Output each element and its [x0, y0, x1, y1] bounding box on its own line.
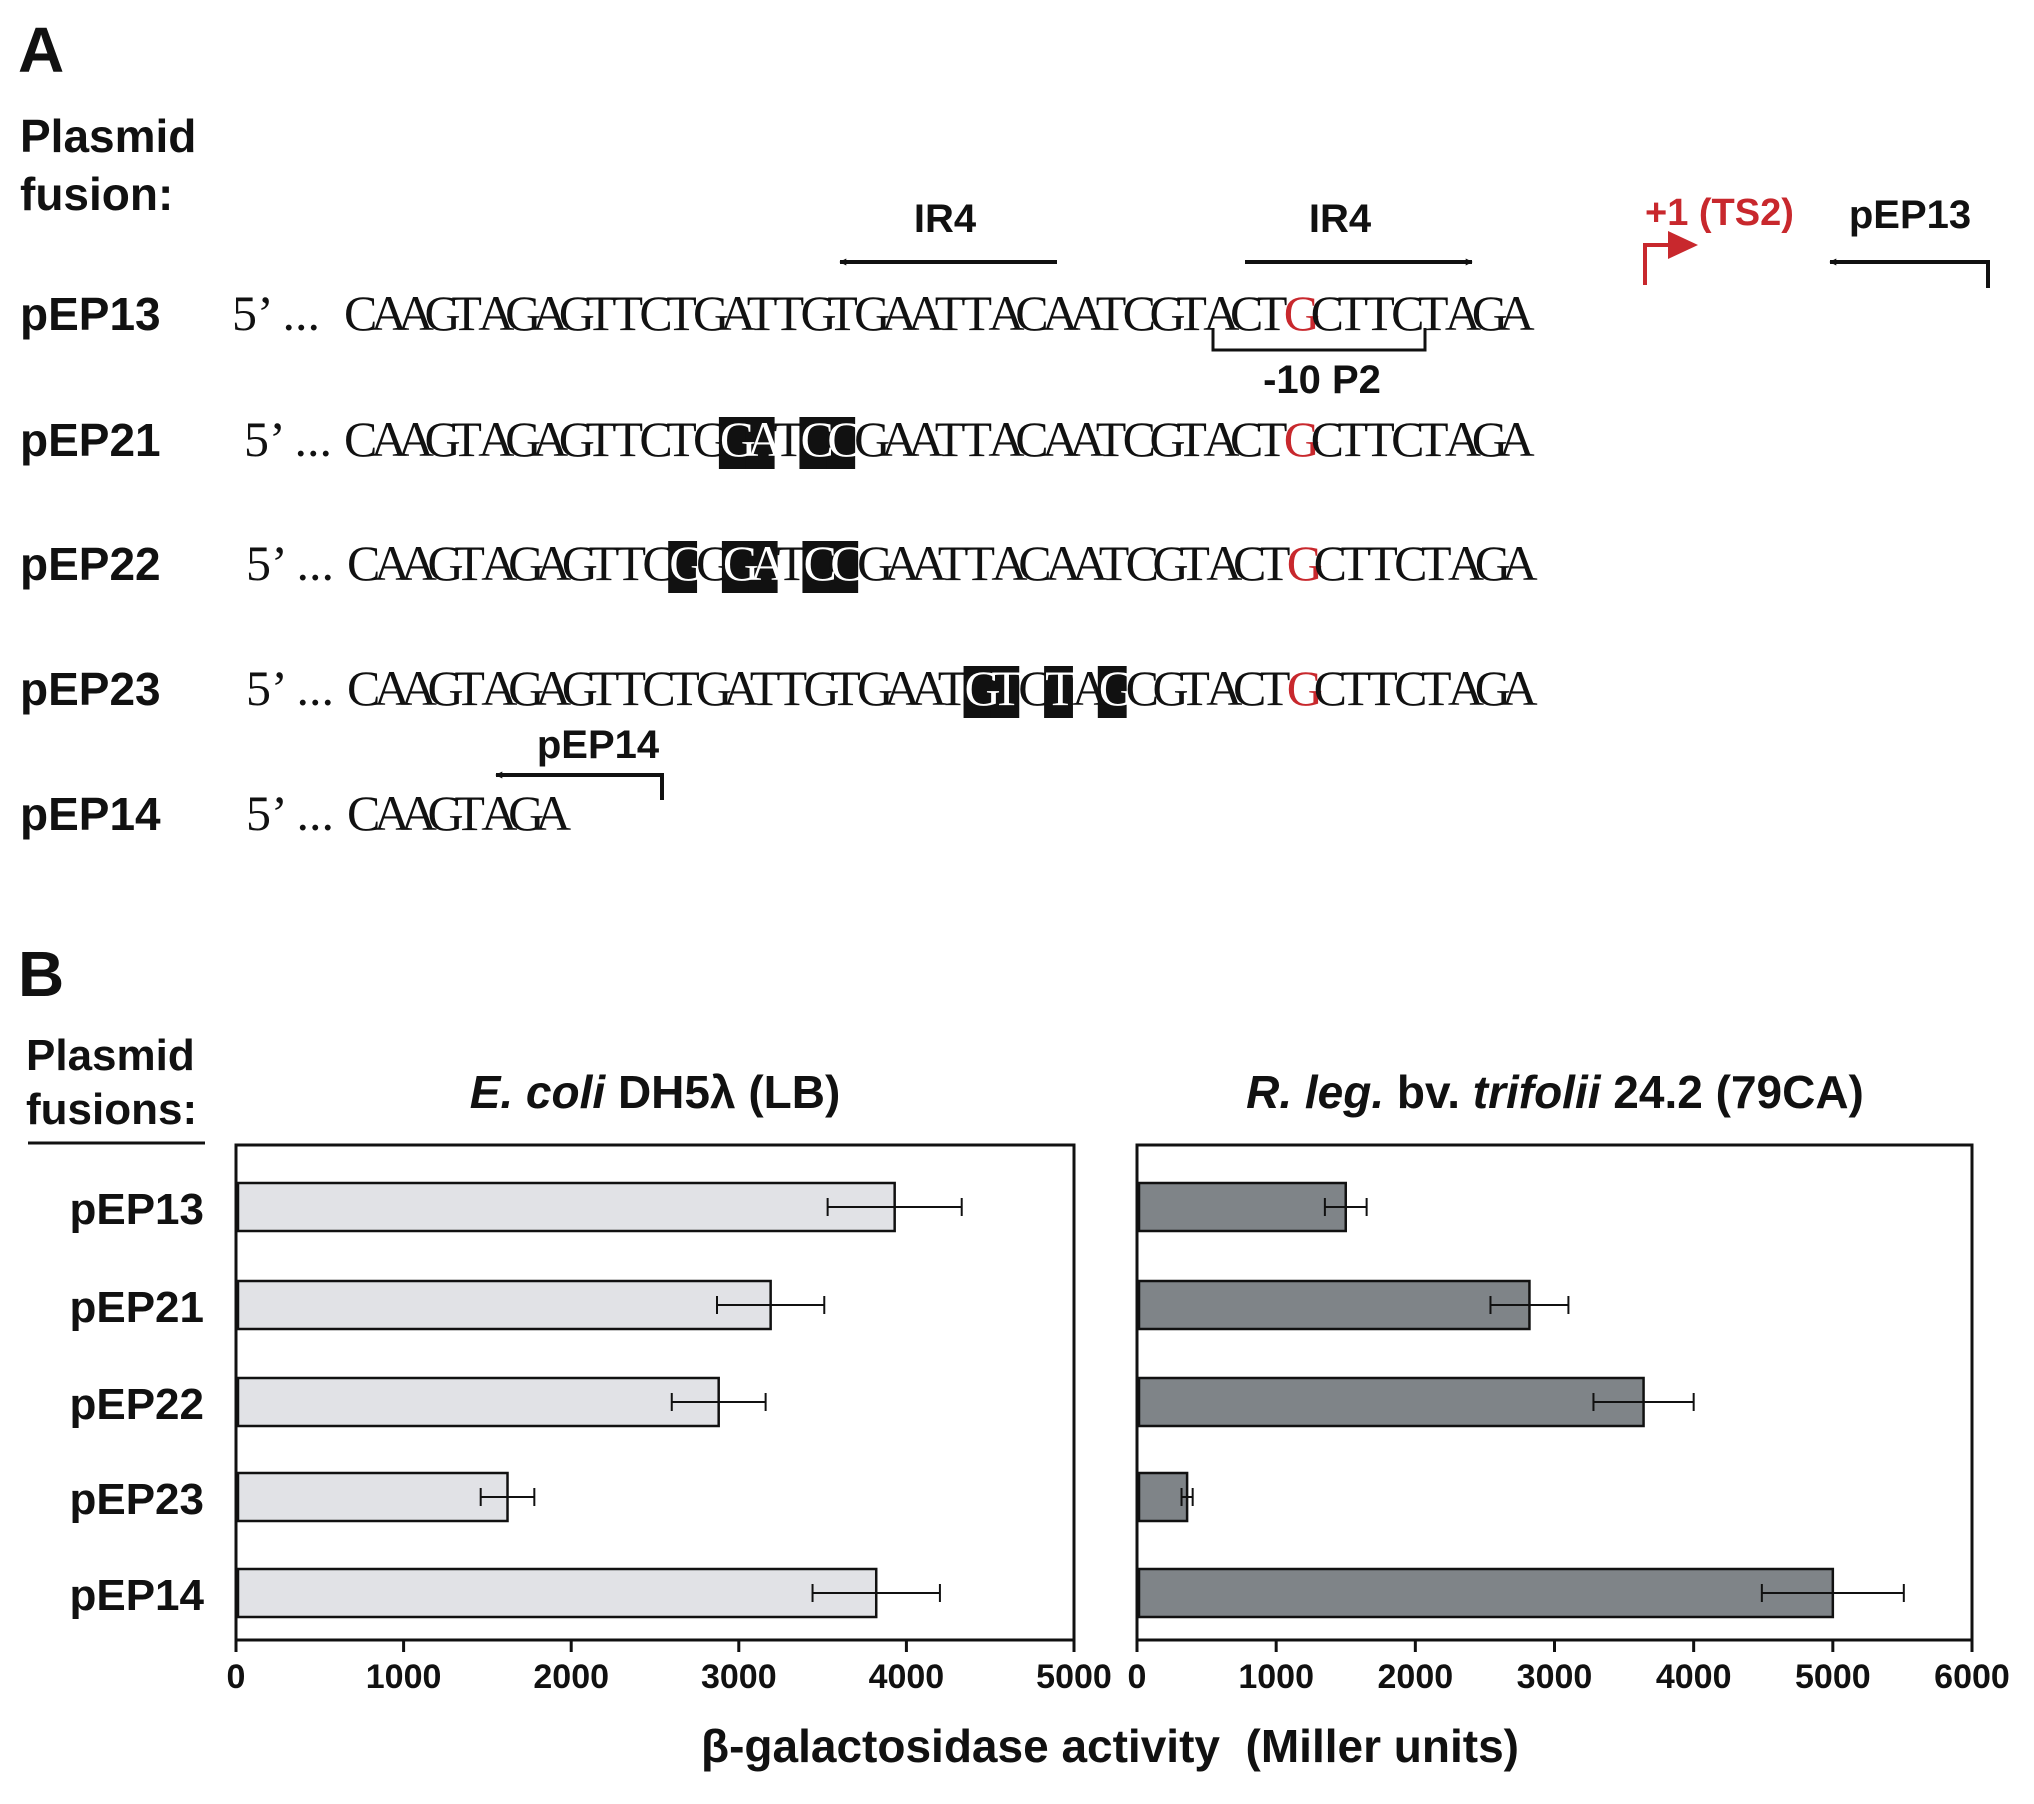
ecoli-chart: E. coli DH5λ (LB) pEP13 pEP21 pEP22 pEP23 pEP… — [69, 1066, 1111, 1696]
five-prime-pep14: 5’ ... — [246, 785, 334, 841]
ir4-right-label: IR4 — [1309, 197, 1372, 241]
x-tick-label: 0 — [227, 1658, 246, 1696]
row-label-pep21: pEP21 — [20, 414, 161, 466]
category-label: pEP22 — [69, 1380, 204, 1429]
x-tick-label: 5000 — [1036, 1658, 1112, 1696]
x-tick-label: 4000 — [1656, 1658, 1732, 1696]
category-label: pEP21 — [69, 1283, 204, 1332]
pep14-primer-arrow — [495, 771, 664, 800]
minus10-label: -10 P2 — [1263, 358, 1381, 402]
tss-arrow-icon — [1643, 243, 1672, 285]
row-label-pep13: pEP13 — [20, 288, 161, 340]
x-tick-label: 3000 — [701, 1658, 777, 1696]
panel-b-header-line1: Plasmid — [26, 1031, 195, 1080]
x-axis-label: β-galactosidase activity (Miller units) — [701, 1720, 1519, 1772]
category-label: pEP14 — [69, 1571, 204, 1620]
row-label-pep23: pEP23 — [20, 663, 161, 715]
category-label: pEP23 — [69, 1475, 204, 1524]
sequence-text: CAAGTAGA — [347, 785, 571, 841]
sequence-rows: CAAGTAGAGTTCTGATTGTGAATTACAATCGTACTGCTTC… — [344, 285, 1538, 841]
sequence-text: CAAGTAGAGTTCTGGATCCGAATTACAATCGTACTGCTTC… — [344, 411, 1535, 467]
five-prime-pep22: 5’ ... — [246, 535, 334, 591]
x-tick-label: 6000 — [1934, 1658, 2010, 1696]
x-tick-label: 0 — [1128, 1658, 1147, 1696]
sequence-row-pep23: CAAGTAGAGTTCTGATTGTGAATGTCTAGCGTACTGCTTC… — [347, 660, 1538, 718]
mutation-highlight — [748, 541, 778, 593]
ir4-left-label: IR4 — [914, 197, 977, 241]
mutation-highlight — [721, 541, 751, 593]
panel-b-label: B — [18, 938, 64, 1010]
x-tick-label: 1000 — [366, 1658, 442, 1696]
bar-pep22 — [236, 1376, 720, 1428]
sequence-text: CAAGTAGAGTTCTGATTGTGAATGTCTAGCGTACTGCTTC… — [347, 660, 1538, 716]
pep14-primer-label: pEP14 — [537, 723, 660, 767]
chart-title: R. leg. bv. trifolii 24.2 (79CA) — [1246, 1066, 1864, 1118]
mutation-highlight — [802, 541, 832, 593]
bar-pep21 — [236, 1279, 772, 1331]
rleg-chart: R. leg. bv. trifolii 24.2 (79CA) 0 1000 200… — [1128, 1066, 2010, 1696]
sequence-text: CAAGTAGAGTTCTGATTGTGAATTACAATCGTACTGCTTC… — [344, 285, 1535, 341]
pep13-primer-arrow — [1829, 258, 1990, 288]
x-tick-label: 3000 — [1517, 1658, 1593, 1696]
bar-pep14 — [1137, 1567, 1835, 1619]
panel-b-header-line2: fusions: — [26, 1085, 197, 1134]
x-tick-label: 4000 — [869, 1658, 945, 1696]
five-prime-pep21: 5’ ... — [244, 411, 332, 467]
mutation-highlight — [826, 417, 856, 469]
x-tick-label: 2000 — [1378, 1658, 1454, 1696]
mutation-highlight — [990, 666, 1020, 718]
bar-pep22 — [1137, 1376, 1645, 1428]
sequence-row-pep22: CAAGTAGAGTTCGGGATCCGAATTACAATCGTACTGCTTC… — [347, 535, 1538, 593]
row-label-pep14: pEP14 — [20, 788, 161, 840]
x-tick-label: 5000 — [1795, 1658, 1871, 1696]
mutation-highlight — [963, 666, 993, 718]
bar-pep13 — [236, 1181, 896, 1233]
bar-pep23 — [236, 1471, 509, 1523]
plot-frame — [234, 1143, 1076, 1642]
x-tick-label: 2000 — [533, 1658, 609, 1696]
bar-pep23 — [1137, 1471, 1189, 1523]
mutation-highlight — [718, 417, 748, 469]
five-prime-pep23: 5’ ... — [246, 660, 334, 716]
chart-title: E. coli DH5λ (LB) — [470, 1066, 841, 1118]
pep13-primer-label: pEP13 — [1849, 193, 1971, 237]
panel-a-label: A — [18, 14, 64, 86]
panel-a-header-line1: Plasmid — [20, 110, 196, 162]
category-label: pEP13 — [69, 1185, 204, 1234]
mutation-highlight — [829, 541, 859, 593]
x-tick-label: 1000 — [1238, 1658, 1314, 1696]
panel-a-header-line2: fusion: — [20, 168, 173, 220]
mutation-highlight — [1044, 666, 1073, 718]
mutation-highlight — [1097, 666, 1127, 718]
mutation-highlight — [745, 417, 775, 469]
bar-pep14 — [236, 1567, 878, 1619]
bar-pep21 — [1137, 1279, 1531, 1331]
row-label-pep22: pEP22 — [20, 538, 161, 590]
sequence-row-pep14: CAAGTAGA — [347, 785, 571, 841]
tss-label: +1 (TS2) — [1645, 192, 1794, 234]
sequence-text: CAAGTAGAGTTCGGGATCCGAATTACAATCGTACTGCTTC… — [347, 535, 1538, 591]
tss-arrowhead-icon — [1668, 231, 1698, 259]
minus10-bracket — [1211, 328, 1427, 352]
mutation-highlight — [799, 417, 829, 469]
sequence-row-pep21: CAAGTAGAGTTCTGGATCCGAATTACAATCGTACTGCTTC… — [344, 411, 1535, 469]
bar-pep13 — [1137, 1181, 1347, 1233]
sequence-row-pep13: CAAGTAGAGTTCTGATTGTGAATTACAATCGTACTGCTTC… — [344, 285, 1535, 341]
mutation-highlight — [668, 541, 698, 593]
five-prime-pep13: 5’ ... — [232, 285, 320, 341]
